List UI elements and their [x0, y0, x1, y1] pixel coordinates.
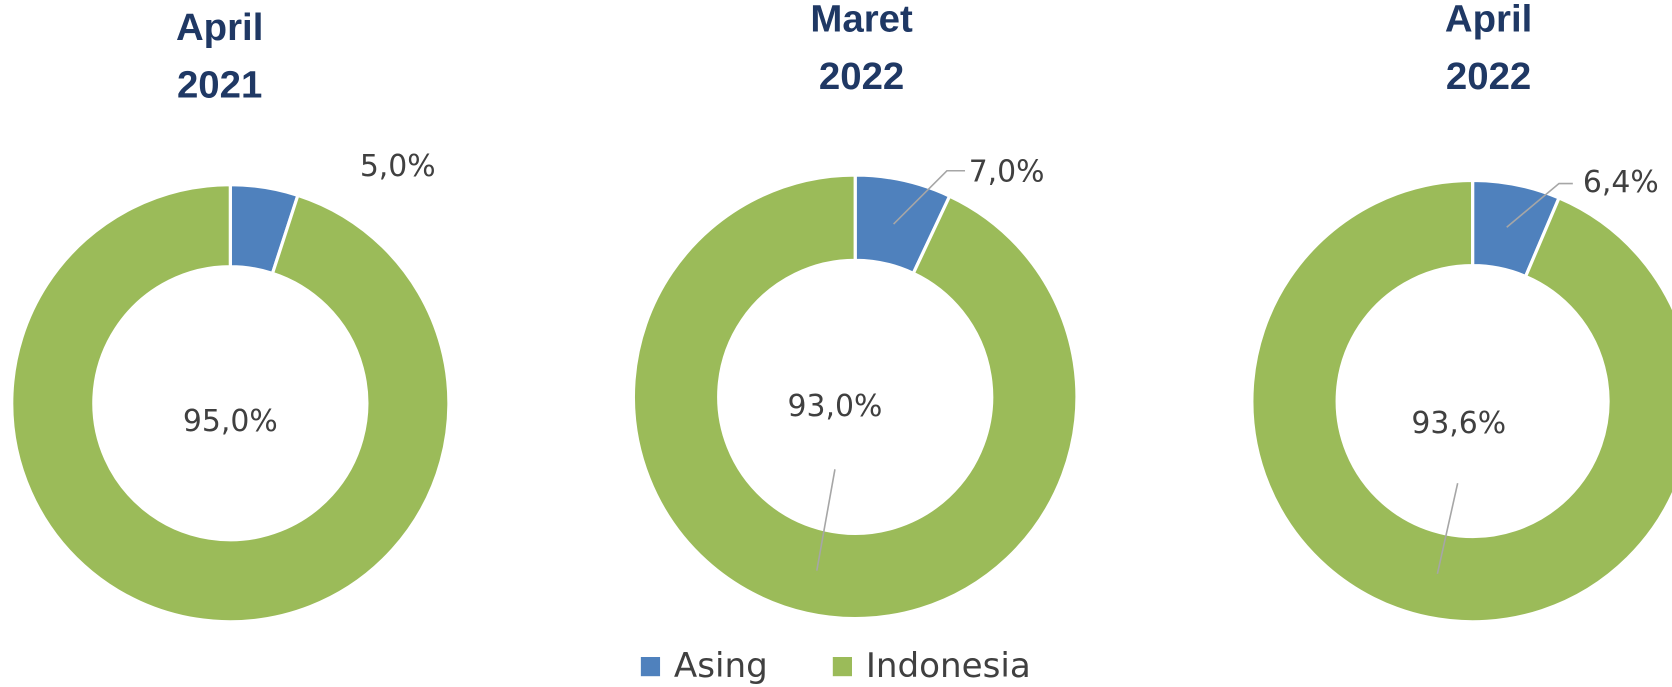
legend-swatch — [832, 657, 852, 677]
leader-line — [1506, 182, 1573, 228]
data-label: 95,0% — [183, 404, 278, 439]
donut-slice — [1250, 178, 1672, 624]
data-label: 5,0% — [360, 149, 436, 184]
chart-title: April 2022 — [1445, 0, 1532, 98]
leader-line — [816, 469, 836, 571]
legend-label: Indonesia — [866, 646, 1031, 686]
legend-swatch — [640, 657, 661, 677]
donut-slice — [10, 183, 451, 624]
leader-line — [1436, 483, 1459, 575]
data-label: 6,4% — [1583, 165, 1659, 200]
data-label: 7,0% — [969, 154, 1045, 189]
legend-label: Asing — [674, 646, 768, 686]
leader-line — [893, 169, 966, 225]
data-label: 93,0% — [788, 389, 883, 424]
donut-slice — [631, 173, 1079, 621]
data-label: 93,6% — [1411, 406, 1506, 441]
chart-title: April 2021 — [176, 6, 263, 107]
chart-title: Maret 2022 — [810, 0, 913, 98]
